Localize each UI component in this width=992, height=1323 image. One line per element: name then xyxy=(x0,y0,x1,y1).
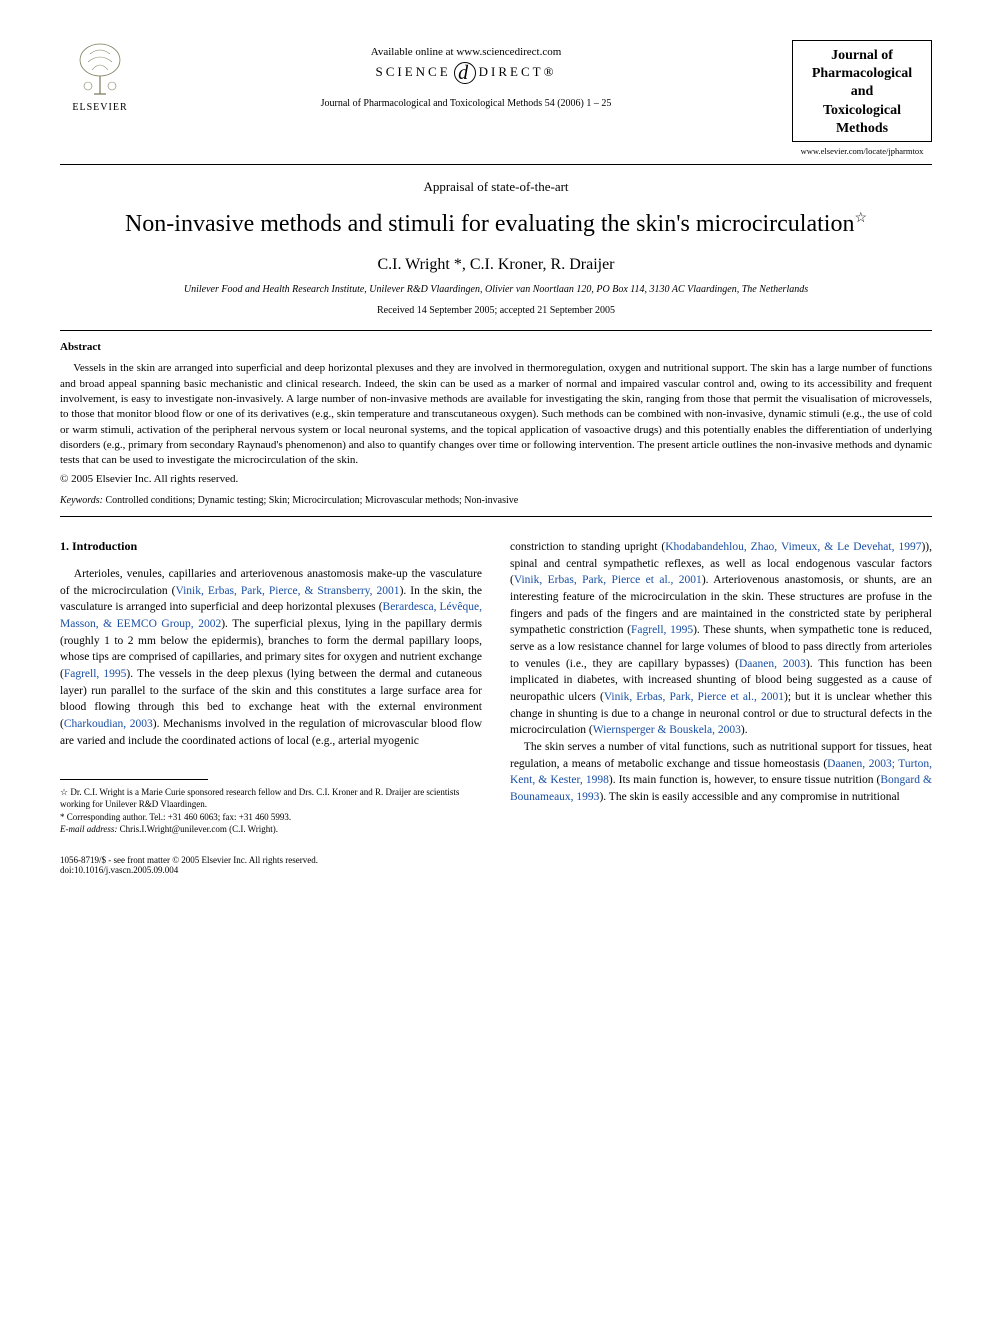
ref-vinik-2001[interactable]: Vinik, Erbas, Park, Pierce, & Stransberr… xyxy=(175,585,399,597)
authors: C.I. Wright *, C.I. Kroner, R. Draijer xyxy=(60,256,932,274)
title-text: Non-invasive methods and stimuli for eva… xyxy=(125,211,855,237)
jb-line2: Pharmacological xyxy=(797,65,927,83)
sd-d-icon: d xyxy=(454,62,476,84)
column-right: constriction to standing upright (Khodab… xyxy=(510,539,932,835)
c2-t1: constriction to standing upright ( xyxy=(510,541,665,553)
footnote-corresponding: * Corresponding author. Tel.: +31 460 60… xyxy=(60,811,482,823)
rule-top xyxy=(60,164,932,165)
intro-p2: The skin serves a number of vital functi… xyxy=(510,739,932,806)
article-title: Non-invasive methods and stimuli for eva… xyxy=(60,209,932,240)
center-header: Available online at www.sciencedirect.co… xyxy=(140,40,792,109)
c2-t7: ). xyxy=(741,724,748,736)
journal-title-box: Journal of Pharmacological and Toxicolog… xyxy=(792,40,932,142)
footnote-separator xyxy=(60,779,208,780)
page-footer: 1056-8719/$ - see front matter © 2005 El… xyxy=(60,855,932,875)
p2-t2: ). Its main function is, however, to ens… xyxy=(609,774,881,786)
sd-right: DIRECT® xyxy=(479,64,557,79)
keywords-label: Keywords: xyxy=(60,495,103,506)
intro-p1: Arterioles, venules, capillaries and art… xyxy=(60,566,482,749)
publisher-logo-block: ELSEVIER xyxy=(60,40,140,113)
column-left: 1. Introduction Arterioles, venules, cap… xyxy=(60,539,482,835)
available-online-text: Available online at www.sciencedirect.co… xyxy=(140,46,792,58)
sd-left: SCIENCE xyxy=(376,64,451,79)
ref-vinik-2001b[interactable]: Vinik, Erbas, Park, Pierce et al., 2001 xyxy=(514,574,702,586)
journal-citation: Journal of Pharmacological and Toxicolog… xyxy=(140,98,792,109)
section-1-heading: 1. Introduction xyxy=(60,539,482,554)
sciencedirect-logo: SCIENCEdDIRECT® xyxy=(140,62,792,84)
elsevier-tree-icon xyxy=(70,40,130,100)
keywords-line: Keywords: Controlled conditions; Dynamic… xyxy=(60,495,932,506)
rule-above-abstract xyxy=(60,330,932,331)
ref-khodabandehlou-1997[interactable]: Khodabandehlou, Zhao, Vimeux, & Le Deveh… xyxy=(665,541,921,553)
p2-t3: ). The skin is easily accessible and any… xyxy=(599,791,899,803)
journal-url: www.elsevier.com/locate/jpharmtox xyxy=(792,146,932,156)
jb-line4: Toxicological xyxy=(797,102,927,120)
jb-line1: Journal of xyxy=(797,47,927,65)
abstract-text: Vessels in the skin are arranged into su… xyxy=(60,361,932,469)
ref-fagrell-1995a[interactable]: Fagrell, 1995 xyxy=(64,668,127,680)
email-value: Chris.I.Wright@unilever.com (C.I. Wright… xyxy=(117,824,278,834)
email-label: E-mail address: xyxy=(60,824,117,834)
intro-p1-cont: constriction to standing upright (Khodab… xyxy=(510,539,932,739)
keywords-text: Controlled conditions; Dynamic testing; … xyxy=(103,495,518,506)
article-type: Appraisal of state-of-the-art xyxy=(60,179,932,195)
ref-fagrell-1995b[interactable]: Fagrell, 1995 xyxy=(631,624,693,636)
footer-copyright: 1056-8719/$ - see front matter © 2005 El… xyxy=(60,855,318,865)
footer-left: 1056-8719/$ - see front matter © 2005 El… xyxy=(60,855,318,875)
ref-daanen-2003[interactable]: Daanen, 2003 xyxy=(739,658,806,670)
header-row: ELSEVIER Available online at www.science… xyxy=(60,40,932,156)
ref-wiernsperger-2003[interactable]: Wiernsperger & Bouskela, 2003 xyxy=(593,724,741,736)
jb-line5: Methods xyxy=(797,120,927,138)
affiliation: Unilever Food and Health Research Instit… xyxy=(60,284,932,295)
footer-doi: doi:10.1016/j.vascn.2005.09.004 xyxy=(60,865,318,875)
body-columns: 1. Introduction Arterioles, venules, cap… xyxy=(60,539,932,835)
ref-charkoudian-2003[interactable]: Charkoudian, 2003 xyxy=(64,718,153,730)
article-dates: Received 14 September 2005; accepted 21 … xyxy=(60,305,932,316)
abstract-copyright: © 2005 Elsevier Inc. All rights reserved… xyxy=(60,473,932,485)
footnote-star: ☆ Dr. C.I. Wright is a Marie Curie spons… xyxy=(60,786,482,810)
abstract-label: Abstract xyxy=(60,341,932,353)
jb-line3: and xyxy=(797,83,927,101)
publisher-label: ELSEVIER xyxy=(72,102,127,113)
footnote-email: E-mail address: Chris.I.Wright@unilever.… xyxy=(60,823,482,835)
journal-box-wrap: Journal of Pharmacological and Toxicolog… xyxy=(792,40,932,156)
ref-vinik-2001c[interactable]: Vinik, Erbas, Park, Pierce et al., 2001 xyxy=(604,691,784,703)
rule-below-keywords xyxy=(60,516,932,517)
title-star-icon: ☆ xyxy=(854,211,867,226)
